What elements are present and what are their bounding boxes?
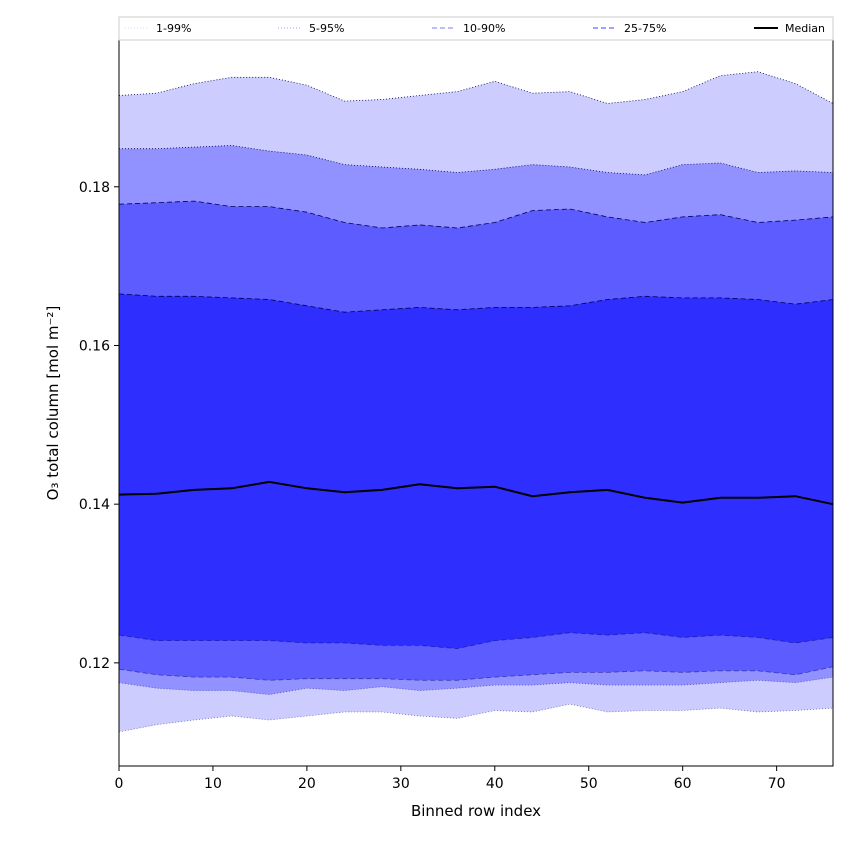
band-5-95-lower-edge xyxy=(118,676,834,696)
band-1-99-lower-edge xyxy=(118,703,834,733)
band-25-75 xyxy=(119,293,833,649)
x-tick-label: 30 xyxy=(392,776,410,792)
y-tick-label: 0.12 xyxy=(79,656,110,672)
legend-label-25-75: 25-75% xyxy=(624,22,666,35)
x-tick-label: 0 xyxy=(115,776,124,792)
x-axis-ticks: 0 10 20 30 40 50 60 70 xyxy=(115,766,786,792)
band-10-90-lower-edge xyxy=(118,666,834,681)
legend-label-median: Median xyxy=(785,22,825,35)
y-tick-label: 0.18 xyxy=(79,180,110,196)
x-tick-label: 60 xyxy=(674,776,692,792)
x-tick-label: 40 xyxy=(486,776,504,792)
legend-label-5-95: 5-95% xyxy=(309,22,344,35)
median-series xyxy=(118,480,834,506)
y-axis-ticks: 0.12 0.14 0.16 0.18 xyxy=(79,180,119,672)
series-line-median xyxy=(118,480,834,506)
percentile-bands xyxy=(118,71,834,733)
x-tick-label: 50 xyxy=(580,776,598,792)
x-tick-label: 10 xyxy=(204,776,222,792)
legend-label-10-90: 10-90% xyxy=(463,22,505,35)
band-10-90-upper-edge xyxy=(118,200,834,229)
legend: 1-99% 5-95% 10-90% 25-75% Median xyxy=(118,16,834,41)
x-tick-label: 70 xyxy=(768,776,786,792)
y-axis-label: O₃ total column [mol m⁻²] xyxy=(44,306,62,501)
x-axis-label: Binned row index xyxy=(411,802,541,820)
x-tick-label: 20 xyxy=(298,776,316,792)
band-1-99-upper-edge xyxy=(118,71,834,104)
y-tick-label: 0.14 xyxy=(79,497,110,513)
legend-box xyxy=(118,16,834,41)
legend-label-1-99: 1-99% xyxy=(156,22,191,35)
y-tick-label: 0.16 xyxy=(79,338,110,354)
